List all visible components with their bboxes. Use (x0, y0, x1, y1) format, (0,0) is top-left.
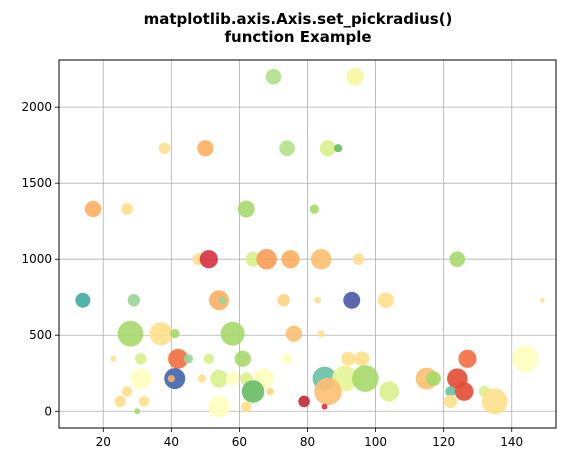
data-point (310, 248, 332, 270)
data-point (207, 395, 231, 418)
data-point (426, 371, 441, 387)
data-point (354, 351, 370, 367)
data-point (167, 374, 175, 383)
data-point (197, 140, 214, 157)
data-point (220, 321, 245, 346)
data-point (443, 394, 458, 409)
data-point (256, 248, 277, 270)
data-point (346, 67, 364, 86)
data-point (445, 386, 456, 397)
y-tick-label: 2000 (21, 100, 52, 114)
data-point (512, 345, 539, 373)
data-point (540, 297, 545, 303)
data-point (298, 395, 310, 408)
y-tick-label: 0 (44, 404, 52, 418)
data-point (285, 325, 303, 342)
data-point (183, 354, 194, 364)
data-point (117, 320, 144, 347)
chart-title-line-2: function Example (224, 28, 371, 46)
data-point (266, 387, 274, 396)
data-point (130, 368, 152, 390)
data-point (138, 396, 150, 407)
data-point (317, 330, 325, 338)
data-point (84, 200, 102, 218)
data-point (449, 251, 466, 267)
data-point (199, 250, 218, 269)
y-tick-label: 1500 (21, 176, 52, 190)
data-point (281, 353, 293, 365)
data-point (343, 291, 361, 309)
data-point (309, 204, 320, 214)
data-point (314, 377, 342, 406)
data-point (240, 401, 252, 412)
data-point (234, 350, 251, 367)
data-point (341, 351, 356, 366)
data-point (314, 296, 322, 304)
data-point (321, 403, 328, 410)
data-point (121, 203, 133, 215)
data-point (210, 369, 228, 388)
data-point (225, 371, 240, 386)
data-point (481, 388, 508, 415)
data-point (458, 349, 477, 368)
data-point (158, 142, 171, 154)
data-point (168, 348, 189, 369)
data-point (279, 140, 295, 156)
data-point (75, 292, 91, 308)
grid-lines (59, 60, 556, 428)
data-point (319, 140, 337, 157)
x-tick-label: 100 (364, 435, 387, 449)
x-tick-label: 40 (164, 435, 179, 449)
data-point (378, 292, 394, 309)
data-point (277, 294, 290, 307)
y-tick-label: 1000 (21, 252, 52, 266)
data-point (454, 382, 474, 401)
data-point (114, 395, 127, 408)
data-point (110, 355, 117, 362)
data-point (134, 353, 147, 365)
x-tick-label: 20 (96, 435, 111, 449)
data-point (134, 408, 141, 415)
data-point (203, 353, 215, 365)
data-point (245, 251, 261, 267)
data-point (241, 380, 265, 403)
data-point (237, 200, 255, 218)
data-point (149, 322, 173, 346)
data-point (197, 374, 207, 383)
data-point (265, 68, 282, 85)
axis-ticks: 20 40 60 80 100 120 140 0 500 1000 1500 2000 (21, 100, 523, 449)
x-tick-label: 120 (432, 435, 455, 449)
data-point (352, 253, 365, 265)
x-tick-label: 80 (300, 435, 315, 449)
data-point (334, 144, 343, 153)
data-point (281, 250, 300, 269)
data-point (379, 381, 400, 402)
chart-title-line-1: matplotlib.axis.Axis.set_pickradius() (144, 10, 453, 28)
x-tick-label: 140 (500, 435, 523, 449)
x-tick-label: 60 (232, 435, 247, 449)
data-point (218, 296, 227, 305)
y-tick-label: 500 (29, 328, 52, 342)
data-point (127, 294, 141, 307)
data-point (170, 329, 180, 339)
data-point (352, 365, 379, 392)
data-point (121, 386, 133, 397)
data-points (75, 67, 545, 418)
